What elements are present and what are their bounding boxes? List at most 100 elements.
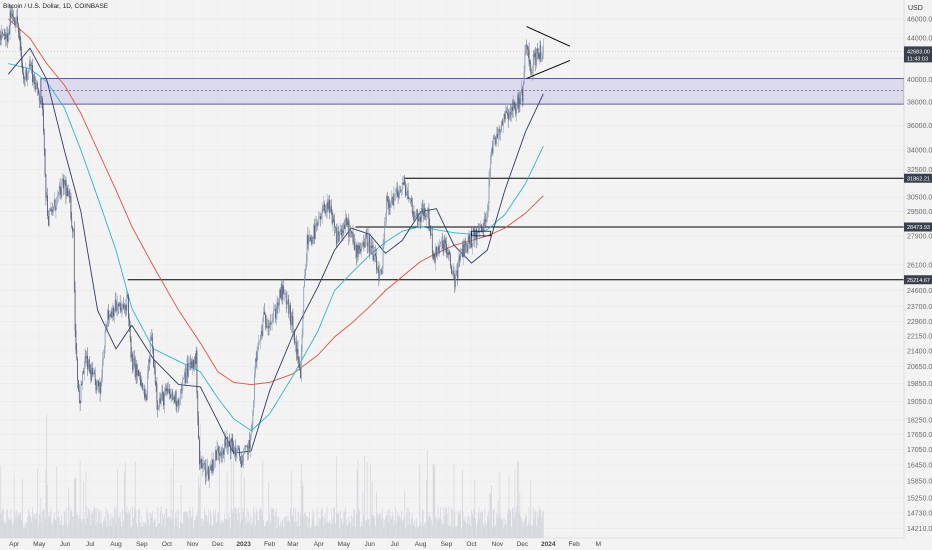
volume-bar	[281, 519, 283, 538]
volume-bar	[143, 522, 144, 538]
volume-bar	[88, 508, 89, 538]
candle-body	[351, 232, 353, 234]
candle-body	[116, 309, 118, 311]
volume-bar	[139, 509, 140, 538]
candle-body	[148, 359, 149, 374]
candle-body	[344, 224, 345, 230]
candle-body	[509, 112, 511, 113]
candle-body	[405, 184, 406, 196]
candle-body	[307, 235, 309, 245]
volume-bar	[105, 508, 107, 538]
candle-body	[152, 340, 154, 349]
candle-body	[384, 221, 386, 240]
volume-bar	[432, 464, 434, 538]
volume-bar	[492, 509, 494, 538]
candle-body	[43, 109, 44, 132]
volume-bar	[234, 507, 235, 538]
candle-body	[2, 32, 3, 34]
candle-body	[343, 224, 345, 233]
volume-bar	[390, 516, 391, 538]
volume-bar	[179, 527, 180, 538]
volume-bar	[81, 522, 83, 538]
x-tick-label: Nov	[492, 541, 504, 548]
candle-body	[445, 241, 446, 244]
candle-body	[371, 245, 372, 248]
candle-body	[119, 302, 121, 309]
candle-body	[220, 451, 222, 456]
volume-bar	[313, 513, 315, 538]
candle-body	[189, 362, 190, 364]
candle-body	[267, 326, 269, 327]
candle-body	[537, 52, 539, 54]
candle-body	[522, 88, 523, 102]
volume-bar	[139, 522, 141, 538]
candle-body	[253, 400, 255, 411]
candle-body	[525, 45, 527, 53]
volume-bar	[287, 514, 289, 538]
level-label: 28473.93	[907, 225, 930, 231]
candle-body	[338, 231, 340, 241]
volume-bar	[397, 515, 399, 538]
volume-bar	[382, 518, 384, 538]
volume-bar	[330, 523, 331, 538]
time-axis[interactable]: Apr May Jun Jul Aug Sep Oct Nov Dec 2023 Feb Mar Apr…	[0, 537, 904, 548]
volume-bar	[7, 509, 8, 538]
candle-body	[270, 322, 272, 325]
candle-body	[409, 198, 411, 199]
x-tick-label: 2023	[236, 541, 251, 548]
volume-bar	[521, 517, 522, 538]
candle-body	[337, 231, 339, 235]
candle-body	[335, 227, 336, 228]
candle-body	[54, 199, 56, 211]
volume-bar	[5, 522, 7, 538]
candle-body	[345, 217, 346, 230]
volume-bar	[16, 509, 18, 538]
volume-bar	[233, 458, 235, 538]
volume-bar	[466, 517, 468, 538]
volume-bar	[323, 524, 325, 538]
volume-bar	[437, 506, 439, 538]
volume-bar	[54, 519, 56, 538]
volume-bar	[196, 516, 198, 538]
candle-body	[159, 397, 160, 408]
volume-bar	[229, 517, 230, 538]
candle-body	[290, 315, 292, 325]
volume-bar	[260, 508, 262, 538]
volume-bar	[328, 523, 330, 538]
volume-bar	[301, 480, 303, 538]
candle-body	[386, 196, 387, 222]
candle-body	[402, 182, 404, 185]
volume-bar	[506, 523, 507, 538]
candle-body	[59, 186, 61, 190]
volume-bar	[448, 506, 450, 538]
candle-body	[93, 372, 94, 375]
volume-bar	[364, 456, 366, 538]
drawings	[471, 26, 571, 237]
candle-body	[193, 360, 194, 368]
volume-bar	[43, 509, 44, 538]
candle-body	[204, 463, 205, 464]
candle-body	[454, 274, 456, 288]
candle-body	[531, 72, 532, 74]
volume-bar	[355, 527, 356, 538]
volume-bar	[152, 510, 154, 538]
volume-bar	[258, 520, 260, 538]
candle-body	[523, 72, 525, 84]
volume-bar	[8, 519, 10, 538]
candle-body	[416, 209, 417, 216]
candle-body	[226, 437, 228, 444]
candle-body	[231, 437, 233, 443]
candle-body	[300, 367, 301, 379]
candle-body	[329, 200, 330, 213]
candle-body	[90, 371, 92, 381]
candle-body	[94, 373, 96, 380]
y-tick-label: 26100.00	[907, 262, 932, 269]
volume-bar	[400, 518, 401, 538]
volume-bar	[357, 460, 359, 538]
volume-bar	[42, 510, 43, 538]
candle-body	[431, 234, 433, 252]
candle-body	[522, 83, 524, 102]
candle-body	[170, 394, 172, 398]
